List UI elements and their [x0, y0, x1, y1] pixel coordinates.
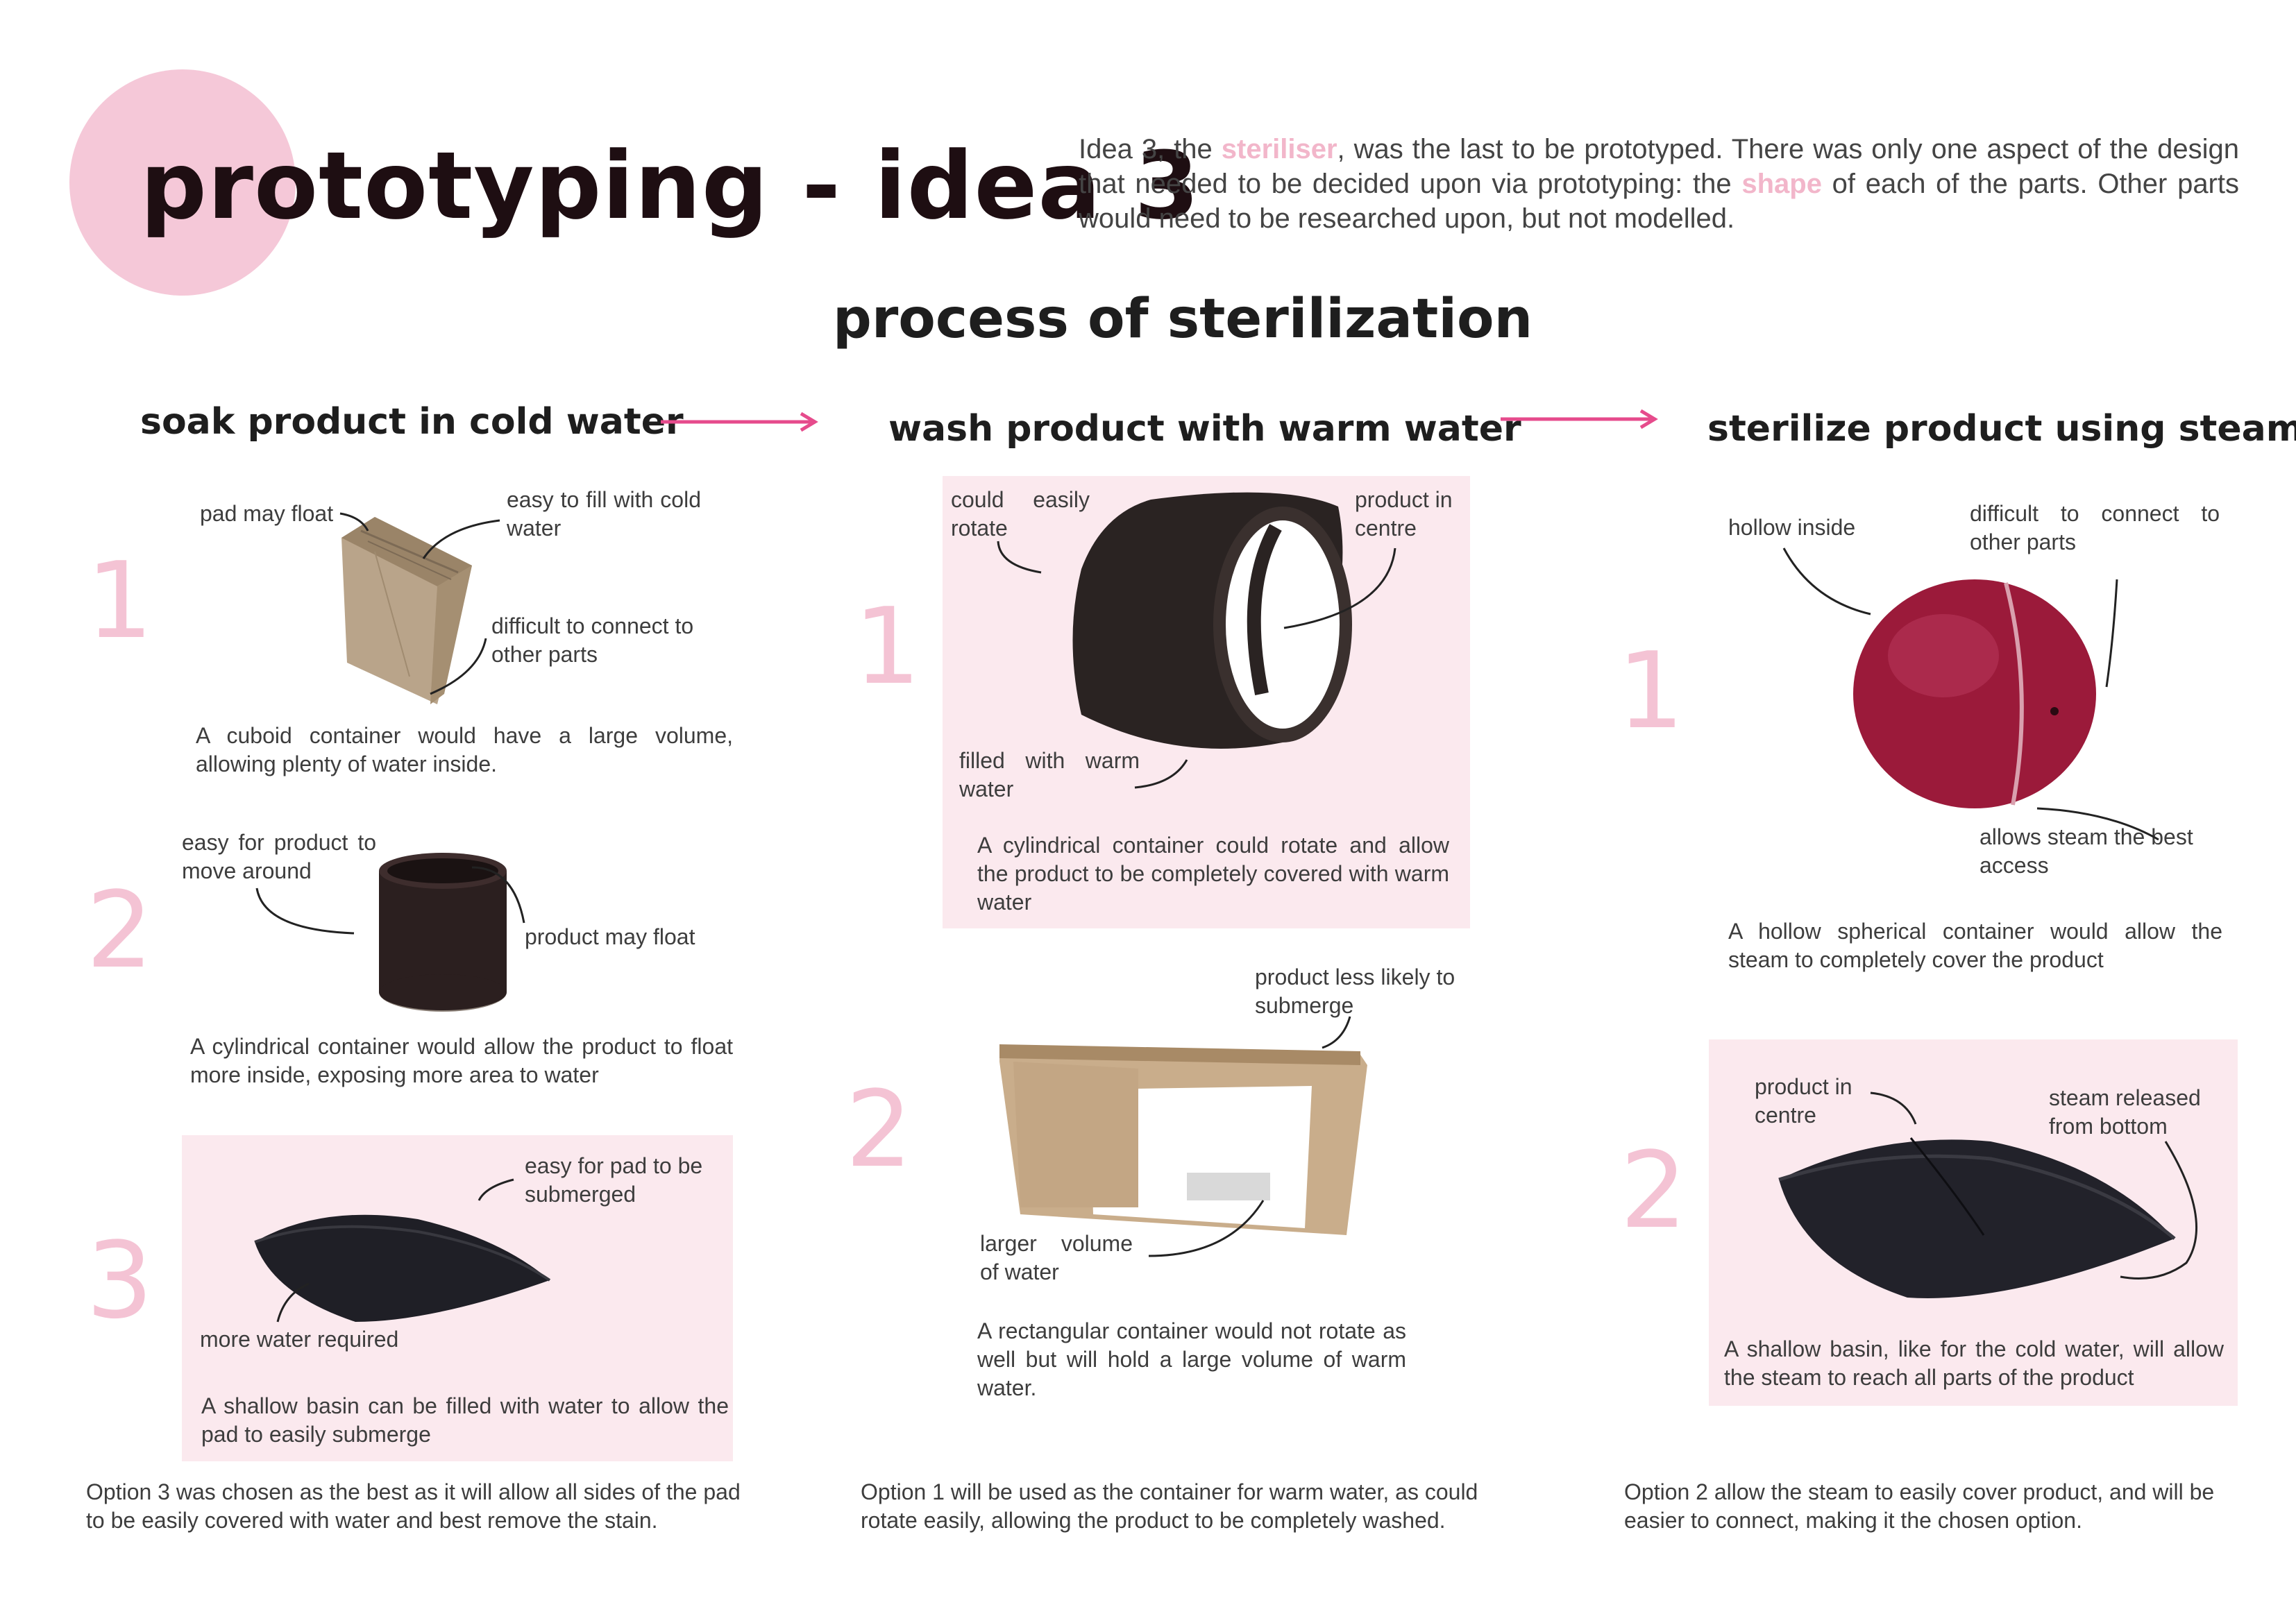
annotation-arrow-icon [1870, 1091, 1917, 1125]
title-circle-decoration [69, 69, 296, 296]
option-number: 1 [1617, 629, 1685, 752]
option-label: easy for product to move around [182, 830, 376, 883]
option-label: difficult to connect to other parts [491, 613, 694, 667]
option-label: product may float [525, 924, 695, 949]
intro-paragraph: Idea 3, the steriliser, was the last to … [1079, 132, 2239, 236]
intro-text-2: , was the last to be prototyped. There w… [1079, 134, 2239, 199]
conclusion-text: Option 1 will be used as the container f… [861, 1479, 1478, 1533]
option-label: easy to fill with cold water [507, 487, 701, 541]
option-label: difficult to connect to other parts [1970, 501, 2220, 554]
option-label: product in centre [1355, 487, 1453, 541]
option-label: filled with warm water [959, 748, 1140, 801]
annotation-arrow-icon [339, 512, 500, 559]
option-number: 2 [1620, 1129, 1687, 1252]
red-sphere-photo [1853, 579, 2096, 808]
arrow-right-icon [661, 411, 818, 432]
annotation-arrow-icon [276, 1282, 310, 1323]
option-label: larger volume of water [980, 1231, 1133, 1284]
option-number: 1 [854, 585, 921, 708]
intro-highlight-steriliser: steriliser [1221, 134, 1337, 164]
annotation-arrow-icon [2036, 807, 2159, 841]
intro-text-3: of each of the parts. Other parts would … [1079, 169, 2239, 234]
dark-cylinder-photo [379, 853, 507, 1012]
option-label: easy for pad to be submerged [525, 1153, 703, 1207]
option-description: A cuboid container would have a large vo… [196, 723, 733, 776]
option-label: hollow inside [1728, 515, 1856, 540]
cardboard-box-photo [999, 1044, 1367, 1235]
conclusion-text: Option 2 allow the steam to easily cover… [1624, 1479, 2215, 1533]
option-number: 3 [86, 1219, 153, 1342]
column-heading-steam: sterilize product using steam [1707, 408, 2296, 450]
option-number: 2 [845, 1068, 913, 1191]
option-label: pad may float [200, 501, 334, 526]
option-label: product in centre [1755, 1074, 1852, 1128]
process-title: process of sterilization [833, 288, 1533, 350]
intro-highlight-shape: shape [1741, 169, 1822, 199]
annotation-arrow-icon [1283, 547, 1396, 629]
annotation-arrow-icon [1782, 547, 1871, 615]
option-number: 1 [86, 539, 153, 662]
option-description: A shallow basin can be filled with water… [201, 1393, 729, 1447]
option-description: A rectangular container would not rotate… [977, 1318, 1406, 1400]
annotation-arrow-icon [2105, 579, 2118, 688]
black-basin-photo [254, 1214, 551, 1322]
annotation-arrow-icon [1134, 759, 1188, 789]
conclusion-text: Option 3 was chosen as the best as it wi… [86, 1479, 741, 1533]
annotation-arrow-icon [997, 541, 1042, 574]
option-number: 2 [86, 869, 153, 992]
option-label: allows steam the best access [1980, 824, 2193, 878]
annotation-arrow-icon [255, 866, 525, 935]
option-label: more water required [200, 1327, 399, 1352]
option-description: A shallow basin, like for the cold water… [1724, 1336, 2224, 1390]
option-description: A cylindrical container could rotate and… [977, 833, 1449, 915]
annotation-arrow-icon [478, 1178, 514, 1201]
option-label: steam released from bottom [2049, 1085, 2201, 1139]
column-heading-cold: soak product in cold water [140, 401, 684, 443]
intro-text-1: Idea 3, the [1079, 134, 1222, 164]
cardboard-cuboid-photo [341, 517, 472, 704]
annotation-arrow-icon [430, 638, 487, 695]
page-title: prototyping - idea 3 [140, 132, 1200, 240]
annotation-arrow-icon [1148, 1200, 1265, 1257]
column-heading-warm: wash product with warm water [888, 408, 1521, 450]
annotation-arrow-icon [1322, 1016, 1351, 1049]
black-basin-photo [1778, 1137, 2176, 1298]
dark-cylinder-rotating-photo [1072, 492, 1352, 749]
option-description: A cylindrical container would allow the … [190, 1034, 733, 1087]
option-label: product less likely to submerge [1255, 965, 1455, 1018]
arrow-right-icon [1501, 409, 1658, 430]
annotation-arrow-icon [2120, 1141, 2197, 1280]
option-label: could easily rotate [951, 487, 1090, 541]
option-description: A hollow spherical container would allow… [1728, 919, 2222, 972]
